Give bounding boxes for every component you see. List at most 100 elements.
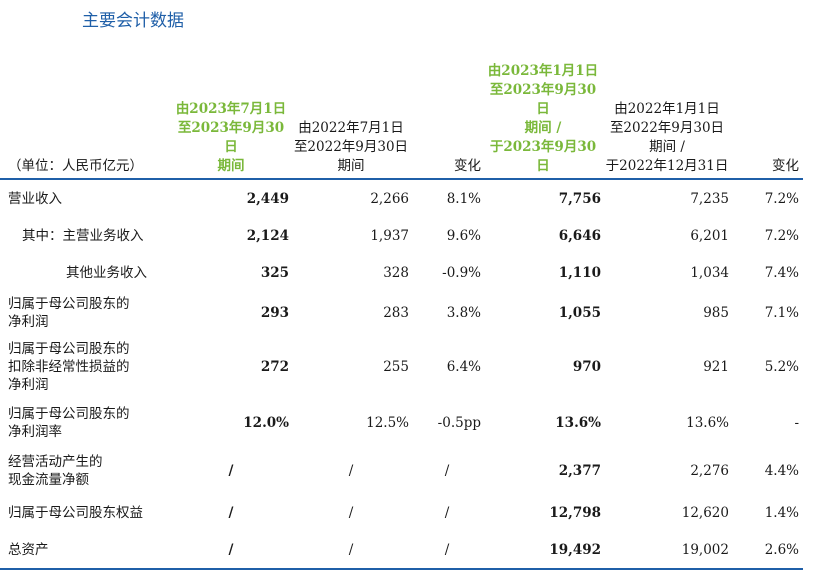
row-label-line: 经营活动产生的 (8, 454, 103, 470)
header-line: 期间 / (524, 120, 562, 136)
table-cell: 293 (260, 305, 289, 321)
table-cell: 2.6% (764, 541, 799, 558)
table-cell: 283 (383, 305, 409, 321)
table-cell: 13.6% (555, 415, 601, 431)
unit-label: （单位：人民币亿元） (8, 158, 143, 174)
row-label-line: 归属于母公司股东的 (8, 341, 130, 357)
table-cell: 325 (260, 264, 289, 281)
header-change-q: 变化 (454, 158, 481, 174)
header-line: 期间 (337, 158, 365, 174)
row-label: 归属于母公司股东的 扣除非经常性损益的 净利润 (0, 335, 173, 399)
table-cell: 2,449 (246, 190, 289, 207)
table-cell: 2,276 (690, 463, 729, 479)
row-label: 总资产 (0, 531, 173, 569)
table-cell: 2,124 (246, 227, 289, 244)
header-line: 期间 / (649, 139, 685, 155)
header-line: 由2023年7月1日 (175, 101, 287, 117)
row-label-line: 总资产 (8, 541, 49, 558)
header-line: 由2022年7月1日 (298, 120, 404, 136)
table-row: 经营活动产生的 现金流量净额 / / / 2,377 2,276 4.4% (0, 447, 803, 495)
table-cell: 1,937 (370, 227, 409, 244)
table-row: 归属于母公司股东的 净利润 293 283 3.8% 1,055 985 7.1% (0, 291, 803, 335)
row-label-line: 净利润 (8, 377, 49, 393)
table-row: 归属于母公司股东权益 / / / 12,798 12,620 1.4% (0, 495, 803, 531)
table-cell: 921 (703, 359, 729, 375)
table-cell: 5.2% (764, 359, 799, 375)
table-cell: / (348, 505, 354, 521)
row-label-line: 归属于母公司股东的 (8, 296, 130, 312)
row-label: 营业收入 (0, 179, 173, 217)
table-cell: / (444, 541, 450, 558)
header-line: 至2023年9月30日 (177, 120, 285, 155)
table-cell: 3.8% (446, 305, 481, 321)
header-line: 于2022年12月31日 (605, 158, 729, 174)
row-label: 归属于母公司股东权益 (0, 495, 173, 531)
table-cell: 1,055 (558, 305, 601, 321)
table-cell: 1.4% (764, 505, 799, 521)
table-cell: 328 (383, 264, 409, 281)
table-cell: 1,110 (558, 264, 601, 281)
table-cell: / (348, 463, 354, 479)
header-line: 至2022年9月30日 (293, 139, 409, 155)
row-label: 归属于母公司股东的 净利润率 (0, 399, 173, 447)
table-cell: 2,266 (370, 190, 409, 207)
row-label-line: 归属于母公司股东的 (8, 406, 130, 422)
row-label-line: 现金流量净额 (8, 472, 89, 488)
table-cell: 7.4% (764, 264, 799, 281)
table-row: 归属于母公司股东的 净利润率 12.0% 12.5% -0.5pp 13.6% 13.6% - (0, 399, 803, 447)
table-cell: / (228, 463, 234, 479)
table-cell: 19,002 (681, 541, 729, 558)
table-cell: 7,235 (690, 190, 729, 207)
header-line: 至2022年9月30日 (609, 120, 725, 136)
table-cell: 4.4% (764, 463, 799, 479)
table-cell: / (444, 505, 450, 521)
table-row: 其他业务收入 325 328 -0.9% 1,110 1,034 7.4% (0, 254, 803, 291)
row-label-line: 扣除非经常性损益的 (8, 359, 130, 375)
table-cell: -0.5pp (437, 415, 481, 431)
row-label-line: 净利润率 (8, 424, 62, 440)
table-cell: 2,377 (558, 463, 601, 479)
header-q3-2023: 由2023年7月1日 至2023年9月30日 期间 (173, 62, 293, 179)
table-cell: 1,034 (690, 264, 729, 281)
table-cell: 985 (703, 305, 729, 321)
table-cell: 255 (383, 359, 409, 375)
table-row: 总资产 / / / 19,492 19,002 2.6% (0, 531, 803, 569)
table-cell: / (228, 541, 234, 558)
table-cell: / (228, 505, 234, 521)
table-cell: 7.2% (764, 190, 799, 207)
row-label-line: 其他业务收入 (66, 264, 147, 281)
row-label: 经营活动产生的 现金流量净额 (0, 447, 173, 495)
row-label-line: 营业收入 (8, 190, 62, 207)
table-cell: 19,492 (549, 541, 601, 558)
table-cell: 8.1% (446, 190, 481, 207)
header-line: 期间 (217, 158, 245, 174)
row-label: 其中：主营业务收入 (0, 217, 173, 254)
header-change-ytd: 变化 (772, 158, 799, 174)
table-cell: 12.0% (243, 415, 289, 431)
row-label-line: 归属于母公司股东权益 (8, 505, 143, 521)
table-cell: 6,646 (558, 227, 601, 244)
table-cell: 7.1% (764, 305, 799, 321)
table-cell: 6.4% (446, 359, 481, 375)
table-cell: 9.6% (446, 227, 481, 244)
table-cell: -0.9% (442, 264, 481, 281)
row-label: 其他业务收入 (0, 254, 173, 291)
table-header-row: （单位：人民币亿元） 由2023年7月1日 至2023年9月30日 期间 由20… (0, 62, 803, 179)
header-q3-2022: 由2022年7月1日 至2022年9月30日 期间 (293, 62, 413, 179)
row-label-line: 净利润 (8, 314, 49, 330)
row-label-line: 其中：主营业务收入 (22, 227, 144, 244)
table-cell: / (348, 541, 354, 558)
table-cell: / (444, 463, 450, 479)
page-title: 主要会计数据 (82, 11, 184, 31)
table-cell: - (794, 415, 799, 431)
row-label: 归属于母公司股东的 净利润 (0, 291, 173, 335)
table-cell: 12,798 (549, 505, 601, 521)
table-cell: 970 (572, 359, 601, 375)
accounting-data-table: （单位：人民币亿元） 由2023年7月1日 至2023年9月30日 期间 由20… (0, 62, 803, 570)
table-cell: 272 (260, 359, 289, 375)
table-cell: 7,756 (558, 190, 601, 207)
table-row: 其中：主营业务收入 2,124 1,937 9.6% 6,646 6,201 7.2% (0, 217, 803, 254)
table-cell: 12,620 (681, 505, 729, 521)
table-cell: 13.6% (686, 415, 729, 431)
table-row: 归属于母公司股东的 扣除非经常性损益的 净利润 272 255 6.4% 970 921 5.2… (0, 335, 803, 399)
